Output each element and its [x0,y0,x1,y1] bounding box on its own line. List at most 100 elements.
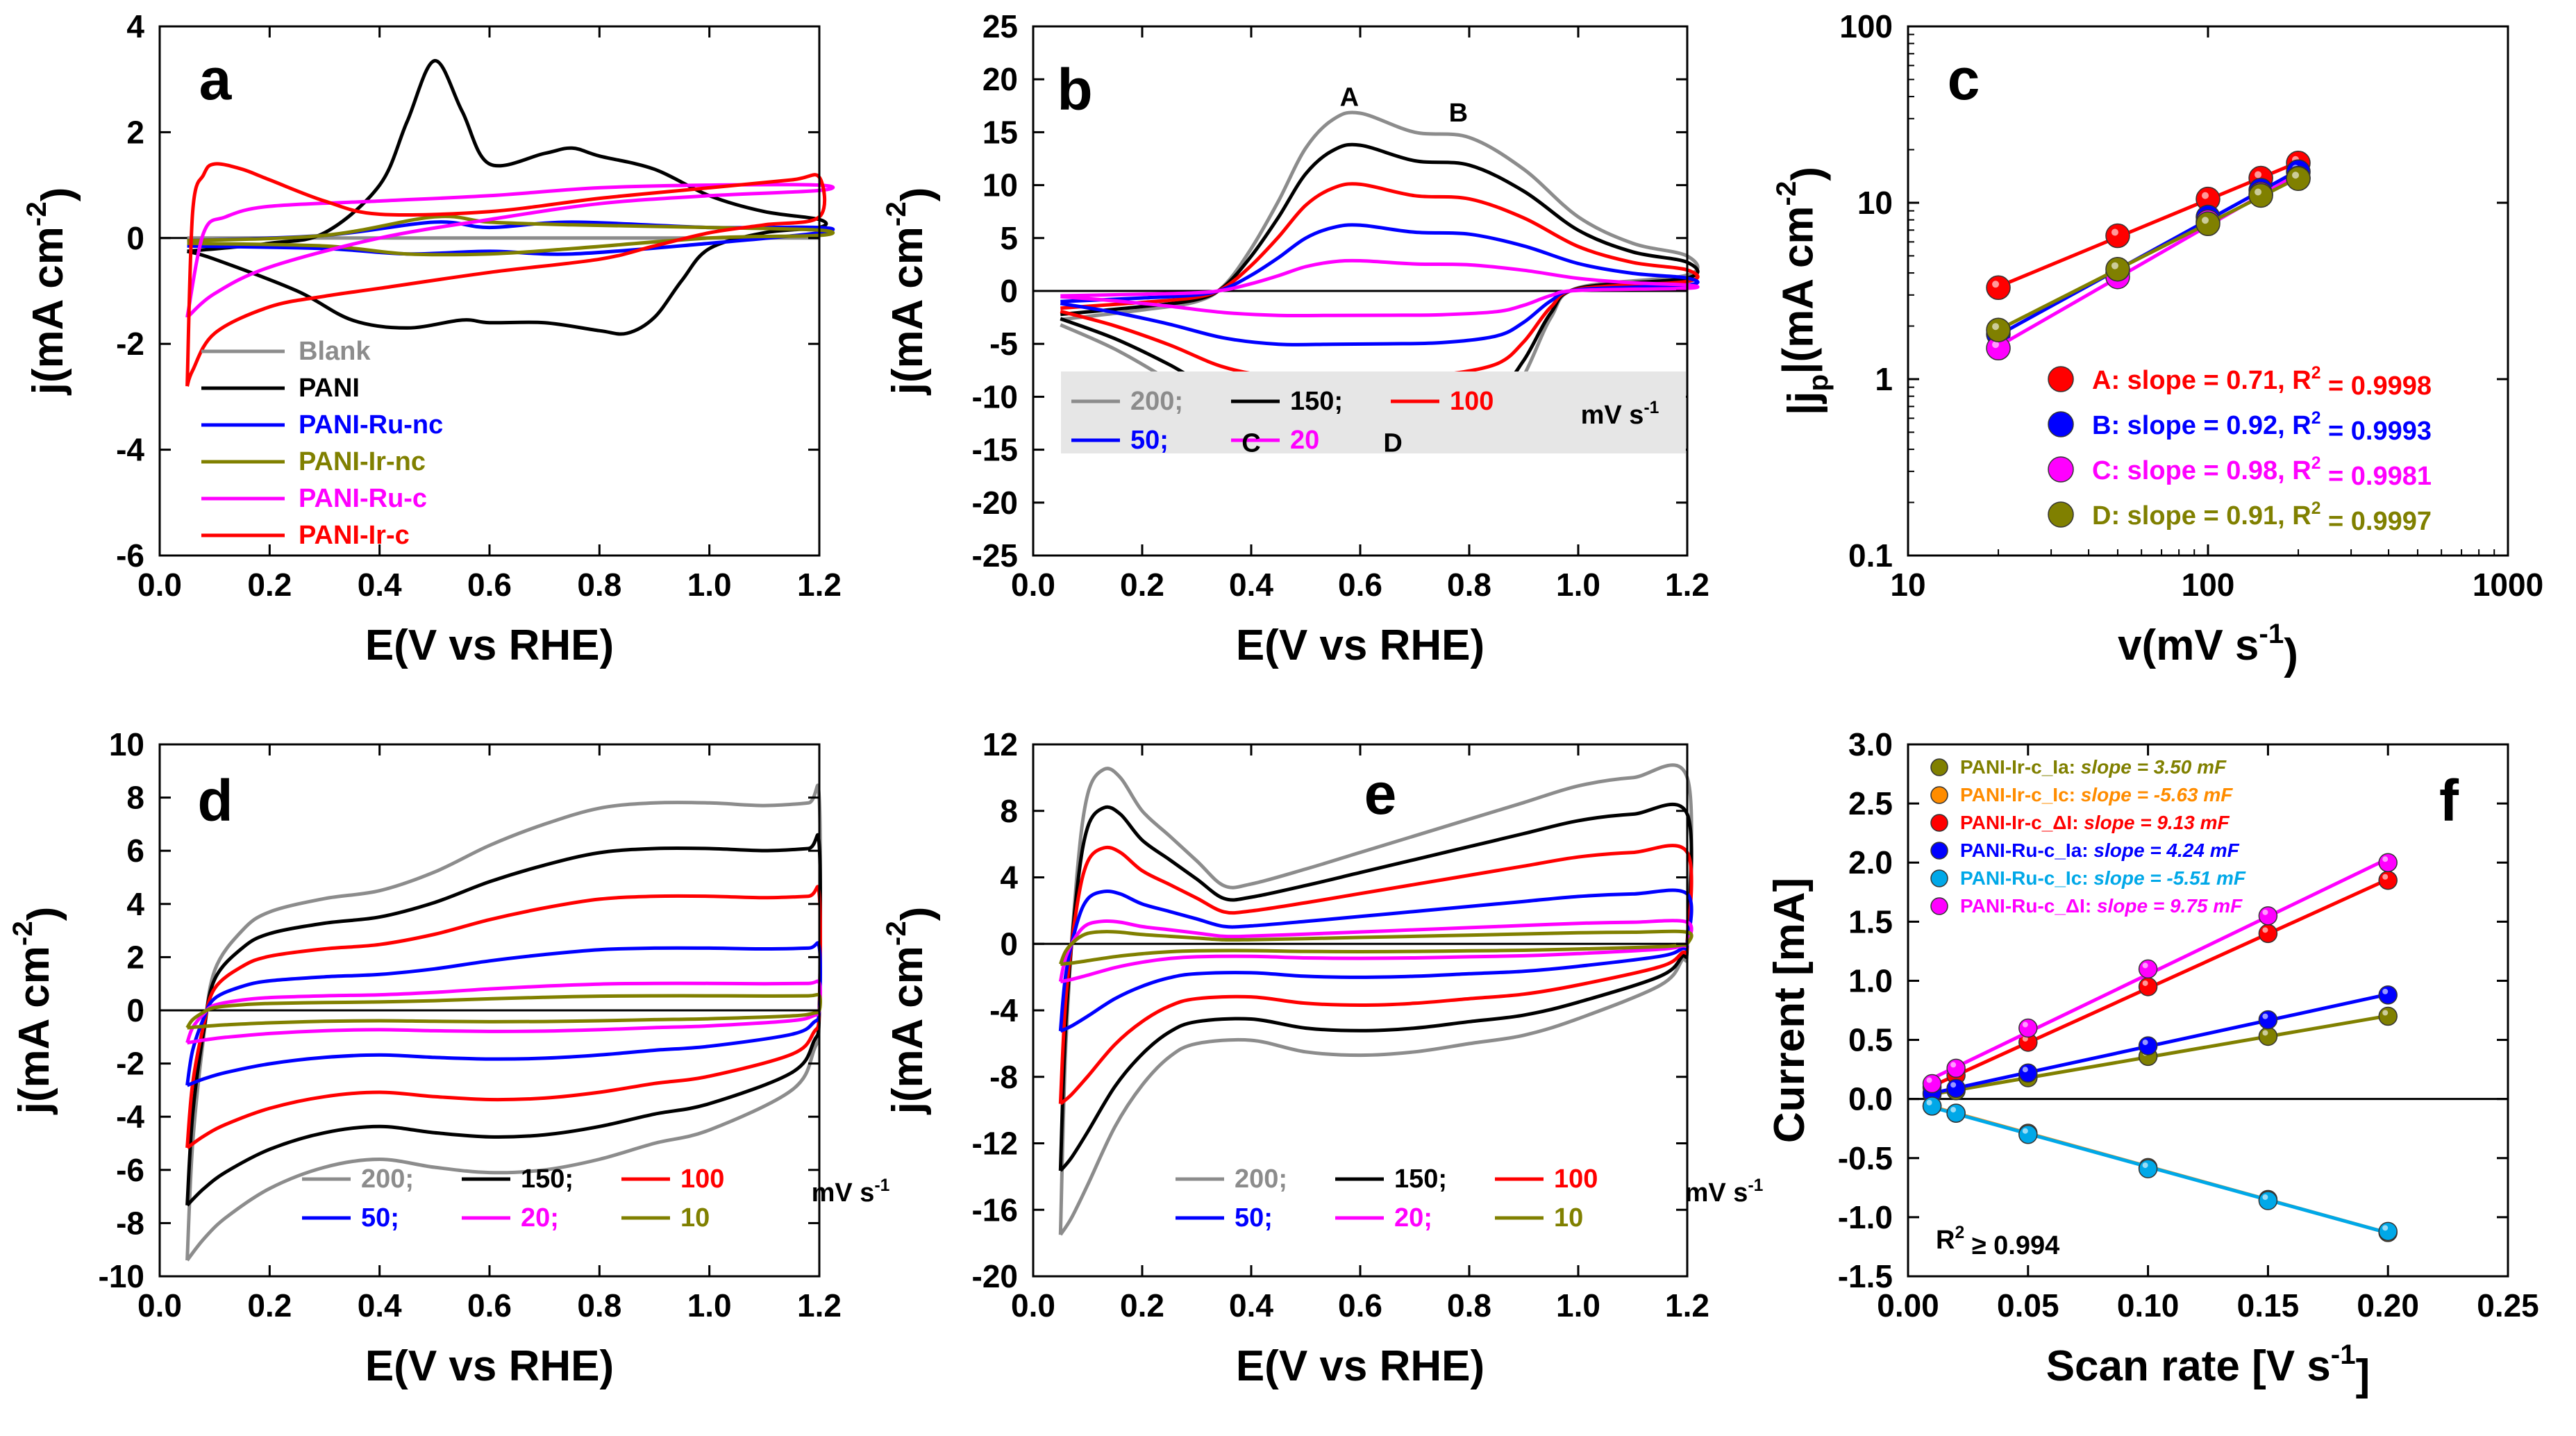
series-line-200 [1058,763,1693,1236]
y-tick-label: -4 [989,992,1018,1028]
panel-label: a [199,47,233,112]
data-point-PANI-Ru-c_Ia [2018,1063,2038,1083]
peak-label: B [1449,99,1468,128]
y-tick-label: -12 [972,1126,1018,1162]
legend-entry: PANI-Ir-c_Ic: slope = -5.63 mF [1960,784,2233,805]
y-tick-label: 0 [1000,926,1018,962]
legend-entry: 50; [361,1203,399,1233]
y-tick-label: 4 [126,886,144,922]
data-point-highlight [1950,1082,1957,1088]
x-tick-label: 0.05 [1997,1287,2059,1324]
y-axis-label: j(mA cm-2) [21,187,81,396]
x-tick-label: 0.2 [247,1287,292,1324]
legend-entry: 150; [1394,1164,1447,1194]
y-tick-label: -20 [972,1258,1018,1294]
x-tick-label: 0.15 [2237,1287,2300,1324]
y-tick-label: -15 [972,432,1018,468]
x-tick-label: 0.0 [1011,567,1055,603]
y-tick-label: 8 [1000,793,1018,829]
y-tick-label: 0 [126,220,144,256]
series-line-pani-ru-c [185,183,835,319]
legend-entry: 200; [361,1164,414,1194]
fit-line-A [1998,160,2300,289]
fit-line-PANI-Ir-c_Ia [1932,1014,2389,1096]
x-tick-label: 0.6 [467,1287,512,1324]
data-point-D [2248,183,2273,208]
series-line-10 [1058,929,1693,967]
data-point-D [1986,317,2011,342]
x-tick-label: 0.6 [1338,1287,1382,1324]
series-line-50 [1058,888,1693,1033]
data-point-D [2196,211,2220,237]
data-point-PANI-Ru-c_Ic [1922,1096,1942,1116]
y-tick-label: 0 [1000,273,1018,309]
legend-marker [1930,814,1948,832]
fit-line-PANI-Ru-c_ΔI [1931,857,2389,1080]
data-point-PANI-Ru-c_ΔI [2258,906,2278,926]
data-point-highlight [2142,1040,2148,1046]
y-tick-label: -25 [972,537,1018,574]
series-line-10 [185,992,822,1030]
x-axis-label: E(V vs RHE) [1236,621,1484,669]
legend-marker [2048,411,2074,437]
legend-entry: 20; [1394,1203,1432,1233]
legend-marker [1930,897,1948,915]
series-line-pani-ir-c [185,162,827,387]
legend-entry: 10 [1554,1203,1583,1233]
data-point-highlight [2022,1128,2028,1134]
x-tick-label: 0.4 [358,567,402,603]
y-tick-label: -1.5 [1838,1258,1893,1294]
x-tick-label: 0.6 [467,567,512,603]
legend-entry: 100 [1450,387,1494,416]
x-tick-label: 1.2 [797,1287,842,1324]
x-tick-label: 1.0 [1556,567,1600,603]
y-tick-label: -5 [989,326,1018,362]
data-point-highlight [2111,228,2118,236]
x-tick-label: 0.4 [358,1287,402,1324]
data-point-highlight [2022,1067,2028,1073]
legend-entry: 150; [521,1164,574,1194]
legend-marker [1930,869,1948,887]
y-tick-label: -6 [116,1152,144,1188]
x-tick-label: 0.0 [137,1287,182,1324]
y-tick-label: 0.5 [1848,1022,1893,1058]
y-tick-label: 10 [109,726,144,762]
x-tick-label: 0.2 [247,567,292,603]
legend-entry: B: slope = 0.92, R2 = 0.9993 [2092,409,2432,446]
data-point-PANI-Ru-c_Ic [1946,1103,1966,1123]
x-tick-label: 0.4 [1229,567,1273,603]
y-tick-label: 2.0 [1848,844,1893,880]
x-tick-label: 1.0 [687,567,732,603]
panel-e: 0.0 0.2 0.4 0.6 0.8 1.0 1.2 -20 -16 -12 -8 -4 0 4 8 12 E… [880,726,1764,1390]
legend-marker [2048,501,2074,528]
legend-entry: PANI-Ru-c_ΔI: slope = 9.75 mF [1960,895,2243,917]
y-axis-label: j(mA cm-2) [7,907,67,1115]
x-tick-label: 0.8 [577,567,621,603]
y-tick-label: 12 [982,726,1018,762]
y-tick-label: -8 [989,1059,1018,1095]
x-tick-label: 0.8 [1447,1287,1491,1324]
legend-marker [1930,842,1948,860]
data-point-D [2286,166,2311,192]
y-axis-label: j(mA cm-2) [880,907,941,1115]
y-tick-label: -2 [116,1046,144,1082]
y-tick-label: 5 [1000,220,1018,256]
legend-entry: A: slope = 0.71, R2 = 0.9998 [2092,364,2432,401]
series-line-50 [185,941,822,1087]
data-point-highlight [1926,1099,1932,1105]
legend-unit: mV s-1 [1685,1176,1764,1208]
x-tick-label: 1.2 [1665,567,1709,603]
x-tick-label: 0.2 [1120,567,1164,603]
peak-label: A [1340,83,1359,112]
x-axis-label: E(V vs RHE) [365,621,614,669]
data-point-A [2105,223,2130,249]
legend-entry: PANI-Ir-nc [299,447,426,476]
legend-unit: mV s-1 [1581,399,1659,430]
fit-line-D [1997,176,2300,332]
legend-entry: 150; [1290,387,1343,416]
data-point-PANI-Ir-c_ΔI [2258,924,2278,944]
y-tick-label: -8 [116,1205,144,1241]
series-line-150 [1058,802,1693,1172]
series-line-150 [185,833,822,1207]
